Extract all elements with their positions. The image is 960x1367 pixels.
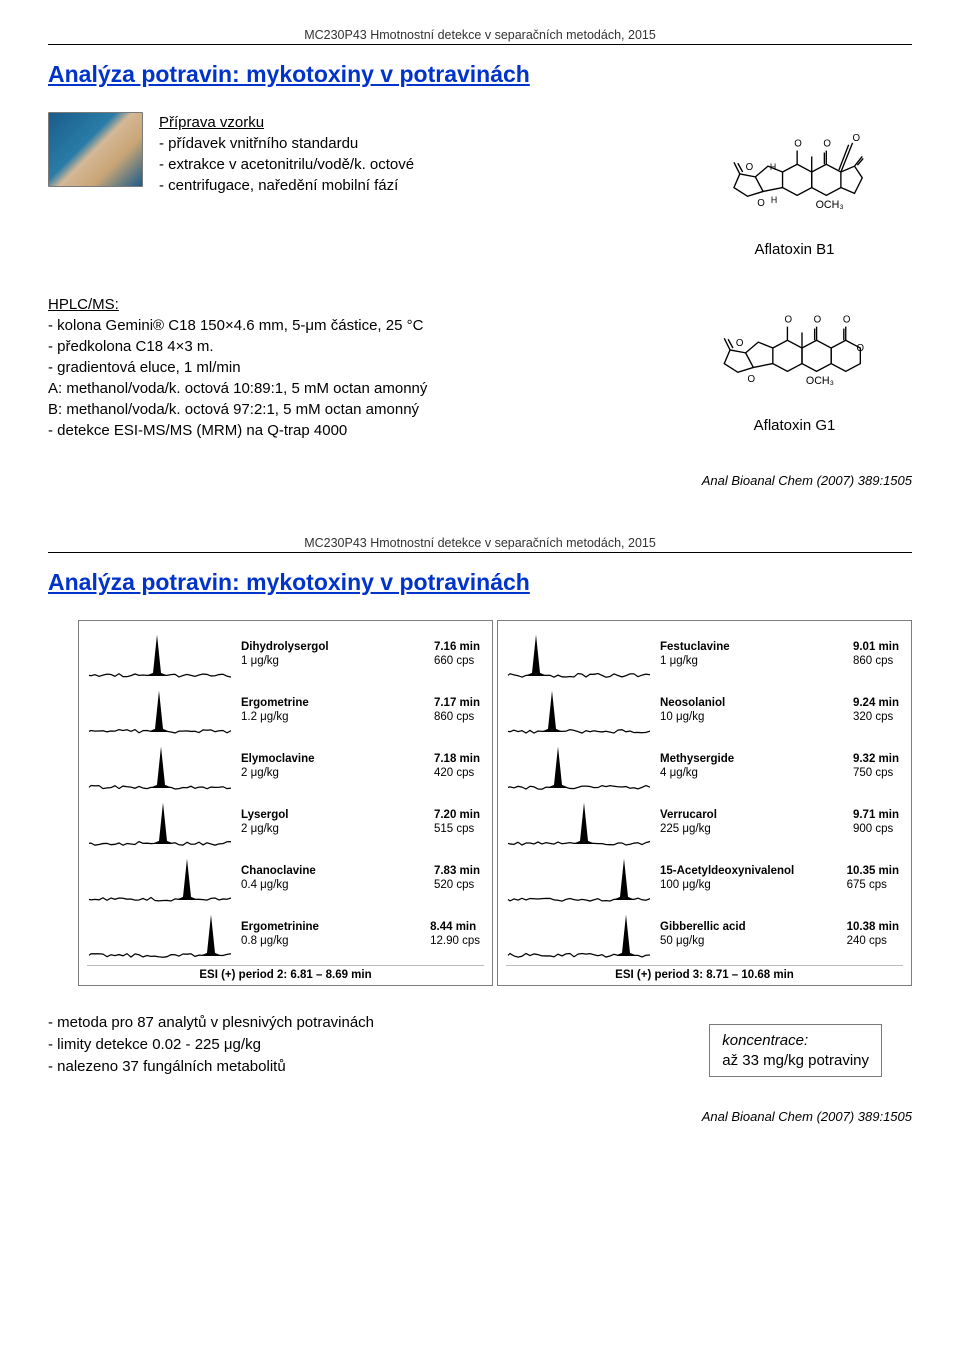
rt-cps-label: 8.44 min12.90 cps	[430, 921, 484, 949]
column-footer: ESI (+) period 2: 6.81 – 8.69 min	[87, 965, 484, 981]
svg-text:H: H	[770, 162, 776, 172]
aflatoxin-g1-block: O O O O O O OCH₃ Aflatoxin G1	[697, 288, 892, 434]
sample-prep-block: Příprava vzorku - přídavek vnitřního sta…	[48, 112, 414, 196]
analyte-label: Elymoclavine2 μg/kg	[235, 753, 315, 781]
analyte-label: Festuclavine1 μg/kg	[654, 641, 730, 669]
rt-cps-label: 7.17 min860 cps	[434, 697, 484, 725]
slide-title: Analýza potravin: mykotoxiny v potraviná…	[48, 61, 912, 88]
analyte-label: 15-Acetyldeoxynivalenol100 μg/kg	[654, 865, 794, 893]
mol-b1-label: Aflatoxin B1	[697, 241, 892, 258]
concentration-box: koncentrace: až 33 mg/kg potraviny	[709, 1024, 882, 1077]
rt-cps-label: 7.18 min420 cps	[434, 753, 484, 781]
analyte-label: Verrucarol225 μg/kg	[654, 809, 717, 837]
aflatoxin-b1-structure: O O O O O H H OCH₃	[697, 112, 872, 232]
mol-g1-label: Aflatoxin G1	[697, 417, 892, 434]
citation: Anal Bioanal Chem (2007) 389:1505	[48, 1109, 912, 1124]
slide-title: Analýza potravin: mykotoxiny v potraviná…	[48, 569, 912, 596]
chrom-right-column: Festuclavine1 μg/kg 9.01 min860 cps Neos…	[497, 620, 912, 986]
citation: Anal Bioanal Chem (2007) 389:1505	[48, 473, 912, 488]
summary-line: - nalezeno 37 fungálních metabolitů	[48, 1058, 286, 1075]
svg-text:H: H	[771, 195, 777, 205]
sample-photo	[48, 112, 143, 187]
analyte-label: Chanoclavine0.4 μg/kg	[235, 865, 316, 893]
svg-text:O: O	[736, 338, 744, 349]
slide-header: MC230P43 Hmotnostní detekce v separačníc…	[48, 28, 912, 42]
rt-cps-label: 10.35 min675 cps	[847, 865, 903, 893]
svg-text:O: O	[823, 139, 831, 150]
rt-cps-label: 9.71 min900 cps	[853, 809, 903, 837]
chromatogram-row: Ergometrinine0.8 μg/kg 8.44 min12.90 cps	[87, 907, 484, 963]
aflatoxin-g1-structure: O O O O O O OCH₃	[697, 288, 872, 408]
hplc-line: - gradientová eluce, 1 ml/min	[48, 359, 241, 376]
rt-cps-label: 9.32 min750 cps	[853, 753, 903, 781]
svg-text:O: O	[814, 315, 822, 326]
svg-text:O: O	[746, 162, 754, 173]
svg-text:O: O	[853, 133, 861, 144]
aflatoxin-b1-block: O O O O O H H OCH₃ Aflatoxin B1	[697, 112, 892, 258]
svg-text:OCH₃: OCH₃	[806, 375, 834, 387]
chromatogram-row: Festuclavine1 μg/kg 9.01 min860 cps	[506, 627, 903, 683]
analyte-label: Ergometrine1.2 μg/kg	[235, 697, 309, 725]
prep-heading: Příprava vzorku	[159, 114, 264, 131]
chromatogram-row: Dihydrolysergol1 μg/kg 7.16 min660 cps	[87, 627, 484, 683]
hplc-line: - kolona Gemini® C18 150×4.6 mm, 5-μm čá…	[48, 317, 423, 334]
analyte-label: Dihydrolysergol1 μg/kg	[235, 641, 329, 669]
chromatogram-panel: Dihydrolysergol1 μg/kg 7.16 min660 cps E…	[78, 620, 912, 986]
hplc-line: - detekce ESI-MS/MS (MRM) na Q-trap 4000	[48, 422, 347, 439]
chromatogram-row: Elymoclavine2 μg/kg 7.18 min420 cps	[87, 739, 484, 795]
analyte-label: Gibberellic acid50 μg/kg	[654, 921, 746, 949]
svg-text:O: O	[785, 315, 793, 326]
hplc-line: B: methanol/voda/k. octová 97:2:1, 5 mM …	[48, 401, 419, 418]
summary-line: - limity detekce 0.02 - 225 μg/kg	[48, 1036, 261, 1053]
rt-cps-label: 9.01 min860 cps	[853, 641, 903, 669]
chromatogram-row: 15-Acetyldeoxynivalenol100 μg/kg 10.35 m…	[506, 851, 903, 907]
rt-cps-label: 7.83 min520 cps	[434, 865, 484, 893]
svg-text:O: O	[843, 315, 851, 326]
summary-block: - metoda pro 87 analytů v plesnivých pot…	[48, 1012, 374, 1077]
column-footer: ESI (+) period 3: 8.71 – 10.68 min	[506, 965, 903, 981]
conc-value: až 33 mg/kg potraviny	[722, 1052, 869, 1069]
chrom-left-column: Dihydrolysergol1 μg/kg 7.16 min660 cps E…	[78, 620, 493, 986]
prep-line: - centrifugace, naředění mobilní fází	[159, 177, 398, 194]
chromatogram-row: Ergometrine1.2 μg/kg 7.17 min860 cps	[87, 683, 484, 739]
hplc-line: - předkolona C18 4×3 m.	[48, 338, 214, 355]
chromatogram-row: Chanoclavine0.4 μg/kg 7.83 min520 cps	[87, 851, 484, 907]
slide-1: MC230P43 Hmotnostní detekce v separačníc…	[0, 0, 960, 508]
rt-cps-label: 9.24 min320 cps	[853, 697, 903, 725]
prep-line: - extrakce v acetonitrilu/vodě/k. octové	[159, 156, 414, 173]
hplc-heading: HPLC/MS:	[48, 296, 119, 313]
slide-2: MC230P43 Hmotnostní detekce v separačníc…	[0, 508, 960, 1144]
analyte-label: Ergometrinine0.8 μg/kg	[235, 921, 319, 949]
divider	[48, 552, 912, 553]
analyte-label: Neosolaniol10 μg/kg	[654, 697, 725, 725]
hplc-line: A: methanol/voda/k. octová 10:89:1, 5 mM…	[48, 380, 427, 397]
chromatogram-row: Verrucarol225 μg/kg 9.71 min900 cps	[506, 795, 903, 851]
prep-line: - přídavek vnitřního standardu	[159, 135, 358, 152]
svg-text:O: O	[748, 374, 756, 385]
svg-text:O: O	[794, 139, 802, 150]
chromatogram-row: Methysergide4 μg/kg 9.32 min750 cps	[506, 739, 903, 795]
summary-line: - metoda pro 87 analytů v plesnivých pot…	[48, 1014, 374, 1031]
svg-text:O: O	[757, 198, 765, 209]
rt-cps-label: 7.20 min515 cps	[434, 809, 484, 837]
chromatogram-row: Gibberellic acid50 μg/kg 10.38 min240 cp…	[506, 907, 903, 963]
svg-text:OCH₃: OCH₃	[816, 199, 844, 211]
slide-header: MC230P43 Hmotnostní detekce v separačníc…	[48, 536, 912, 550]
svg-text:O: O	[856, 343, 864, 354]
chromatogram-row: Neosolaniol10 μg/kg 9.24 min320 cps	[506, 683, 903, 739]
analyte-label: Lysergol2 μg/kg	[235, 809, 289, 837]
conc-label: koncentrace:	[722, 1032, 808, 1049]
chromatogram-row: Lysergol2 μg/kg 7.20 min515 cps	[87, 795, 484, 851]
analyte-label: Methysergide4 μg/kg	[654, 753, 734, 781]
divider	[48, 44, 912, 45]
rt-cps-label: 7.16 min660 cps	[434, 641, 484, 669]
rt-cps-label: 10.38 min240 cps	[847, 921, 903, 949]
hplc-block: HPLC/MS: - kolona Gemini® C18 150×4.6 mm…	[48, 294, 427, 441]
